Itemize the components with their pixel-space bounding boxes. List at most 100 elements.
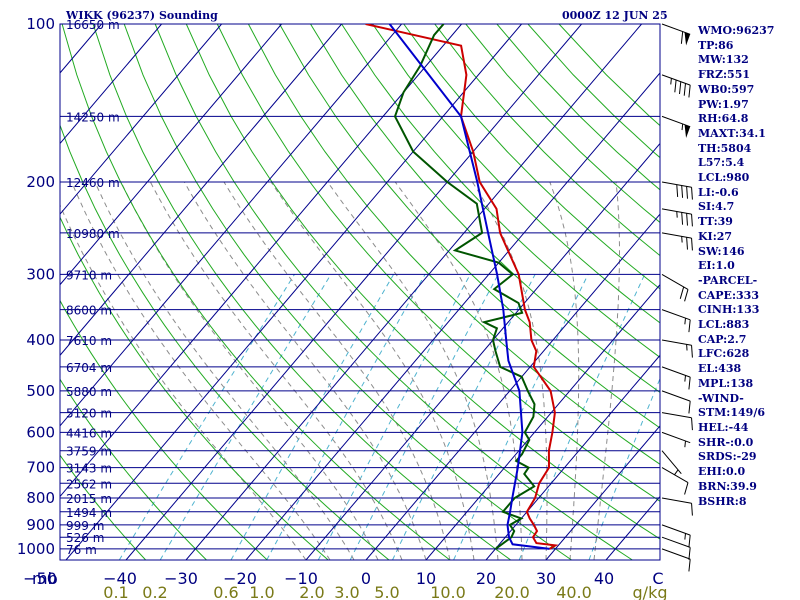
index-line: L57:5.4 [698, 156, 745, 170]
isotherm [185, 24, 642, 560]
mixing-ratio-label: 0.2 [142, 583, 167, 600]
isotherm [425, 283, 660, 560]
mixing-ratio-line [317, 274, 471, 560]
wind-barb [661, 412, 693, 431]
dry-adiabat [434, 24, 660, 257]
dry-adiabat [60, 378, 207, 560]
wind-barbs [661, 23, 693, 572]
parcel-trace [388, 24, 550, 550]
pressure-tick-label: 900 [26, 516, 55, 534]
wind-barb [661, 548, 691, 572]
moist-adiabat [149, 181, 403, 560]
dry-adiabat [185, 24, 660, 540]
wind-barb [661, 309, 691, 333]
moist-adiabat [183, 181, 427, 560]
index-line: SI:4.7 [698, 200, 735, 214]
isotherm [305, 142, 660, 560]
mixing-ratio-line [453, 274, 589, 560]
height-label: 5880 m [66, 385, 112, 399]
wind-barb [661, 366, 691, 390]
dry-adiabat [60, 454, 147, 560]
temperature-tick-label: −30 [164, 569, 198, 588]
temperature-trace [365, 24, 559, 550]
wind-barb [661, 181, 693, 200]
dry-adiabat [247, 24, 660, 465]
height-label: 16650 m [66, 18, 120, 32]
isotherm [60, 24, 162, 145]
height-label: 9710 m [66, 268, 112, 282]
mixing-ratio-label: g/kg [633, 583, 668, 600]
moist-adiabat [94, 181, 355, 560]
index-line: BSHR:8 [698, 494, 747, 508]
temperature-tick-label: 30 [536, 569, 556, 588]
mixing-ratio-label: 5.0 [374, 583, 399, 600]
index-line: CAPE:333 [698, 288, 759, 302]
index-line: CINH:133 [698, 303, 760, 317]
station-title: WIKK (96237) Sounding [66, 9, 218, 22]
index-line: TT:39 [698, 215, 733, 229]
mixing-ratio-label: 20.0 [494, 583, 530, 600]
index-line: MW:132 [698, 53, 749, 67]
mixing-ratio-label: 1.0 [249, 583, 274, 600]
temperature-tick-label: 10 [416, 569, 436, 588]
wind-barb [661, 208, 693, 227]
pressure-tick-label: 400 [26, 331, 55, 349]
mixing-ratio-label: 40.0 [556, 583, 592, 600]
index-line: MAXT:34.1 [698, 126, 766, 140]
index-line: SRDS:-29 [698, 450, 757, 464]
pressure-unit-label: mb [32, 569, 58, 588]
pressure-tick-label: 200 [26, 173, 55, 191]
isotherm [60, 24, 342, 357]
wind-barb [661, 115, 691, 138]
index-line: STM:149/6 [698, 406, 765, 420]
height-label: 5120 m [66, 407, 112, 421]
moist-adiabat [270, 181, 475, 560]
isobars [59, 23, 661, 561]
dry-adiabat [92, 24, 511, 560]
height-label: 14250 m [66, 110, 120, 124]
isotherms [60, 24, 660, 560]
isotherm [245, 72, 660, 560]
index-line: PW:1.97 [698, 97, 749, 111]
isotherm [65, 24, 522, 560]
dry-adiabat [372, 24, 660, 324]
moist-adiabat [593, 181, 620, 560]
pressure-tick-label: 1000 [17, 540, 55, 558]
index-line: TH:5804 [698, 141, 752, 155]
height-label: 8600 m [66, 304, 112, 318]
height-label: 76 m [66, 543, 97, 557]
wind-barb [661, 497, 693, 516]
height-label: 3143 m [66, 462, 112, 476]
dry-adiabat [60, 299, 268, 560]
pressure-tick-label: 800 [26, 489, 55, 507]
dry-adiabat [60, 216, 329, 560]
isotherm [125, 24, 582, 560]
mixing-ratio-label: 3.0 [334, 583, 359, 600]
mixing-ratio-label: 2.0 [299, 583, 324, 600]
dry-adiabat [123, 24, 572, 560]
mixing-ratio-line [118, 274, 295, 560]
height-label: 12460 m [66, 176, 120, 190]
isotherm [485, 354, 660, 560]
temperature-tick-label: −20 [223, 569, 257, 588]
index-line: -WIND- [698, 391, 744, 405]
index-line: LFC:628 [698, 347, 750, 361]
index-line: KI:27 [698, 229, 733, 243]
temperature-tick-label: −40 [103, 569, 137, 588]
dry-adiabat [341, 24, 660, 358]
index-line: HEL:-44 [698, 420, 749, 434]
temperature-tick-label: 0 [361, 569, 371, 588]
wind-barb [661, 390, 691, 414]
mixing-ratio-line [159, 274, 332, 560]
isotherm [365, 213, 660, 560]
sounding-traces [365, 24, 559, 550]
wind-barb [661, 74, 691, 98]
moist-adiabat [471, 181, 548, 560]
dry-adiabat [279, 24, 660, 429]
wind-barb [661, 450, 682, 476]
temperature-tick-label: C [652, 569, 663, 588]
mixing-ratio-lines [118, 274, 660, 560]
mixing-ratio-label: 0.6 [213, 583, 238, 600]
